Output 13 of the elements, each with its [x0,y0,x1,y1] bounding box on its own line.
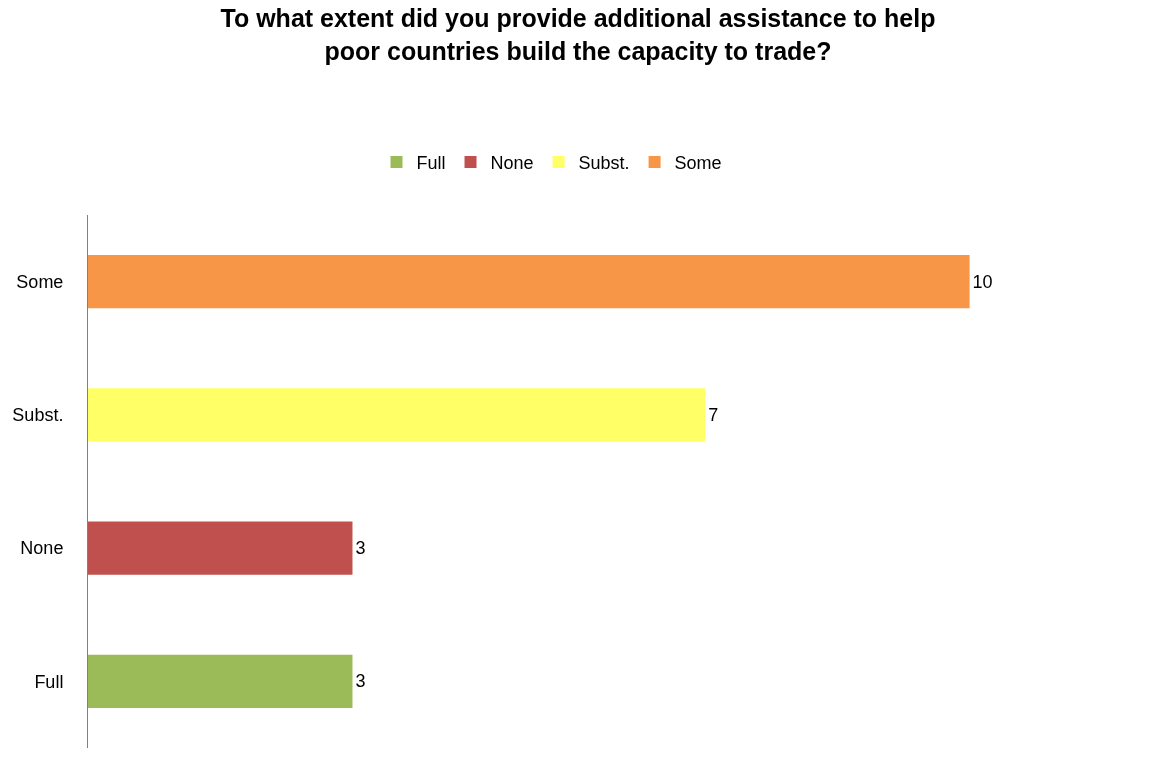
data-label: 10 [972,271,993,292]
y-tick-label: None [20,538,64,559]
legend-label: None [490,153,534,174]
legend-label: Full [416,153,446,174]
data-label: 7 [708,404,719,425]
legend-label: Some [674,153,722,174]
data-label: 3 [355,671,366,692]
chart-title: To what extent did you provide additional assistance to help poor countries build the capacity to trade? [220,4,936,65]
legend-label: Subst. [578,153,630,174]
y-tick-label: Some [16,271,64,292]
data-label: 3 [355,538,366,559]
y-tick-label: Subst. [12,405,64,426]
y-tick-label: Full [34,671,64,692]
